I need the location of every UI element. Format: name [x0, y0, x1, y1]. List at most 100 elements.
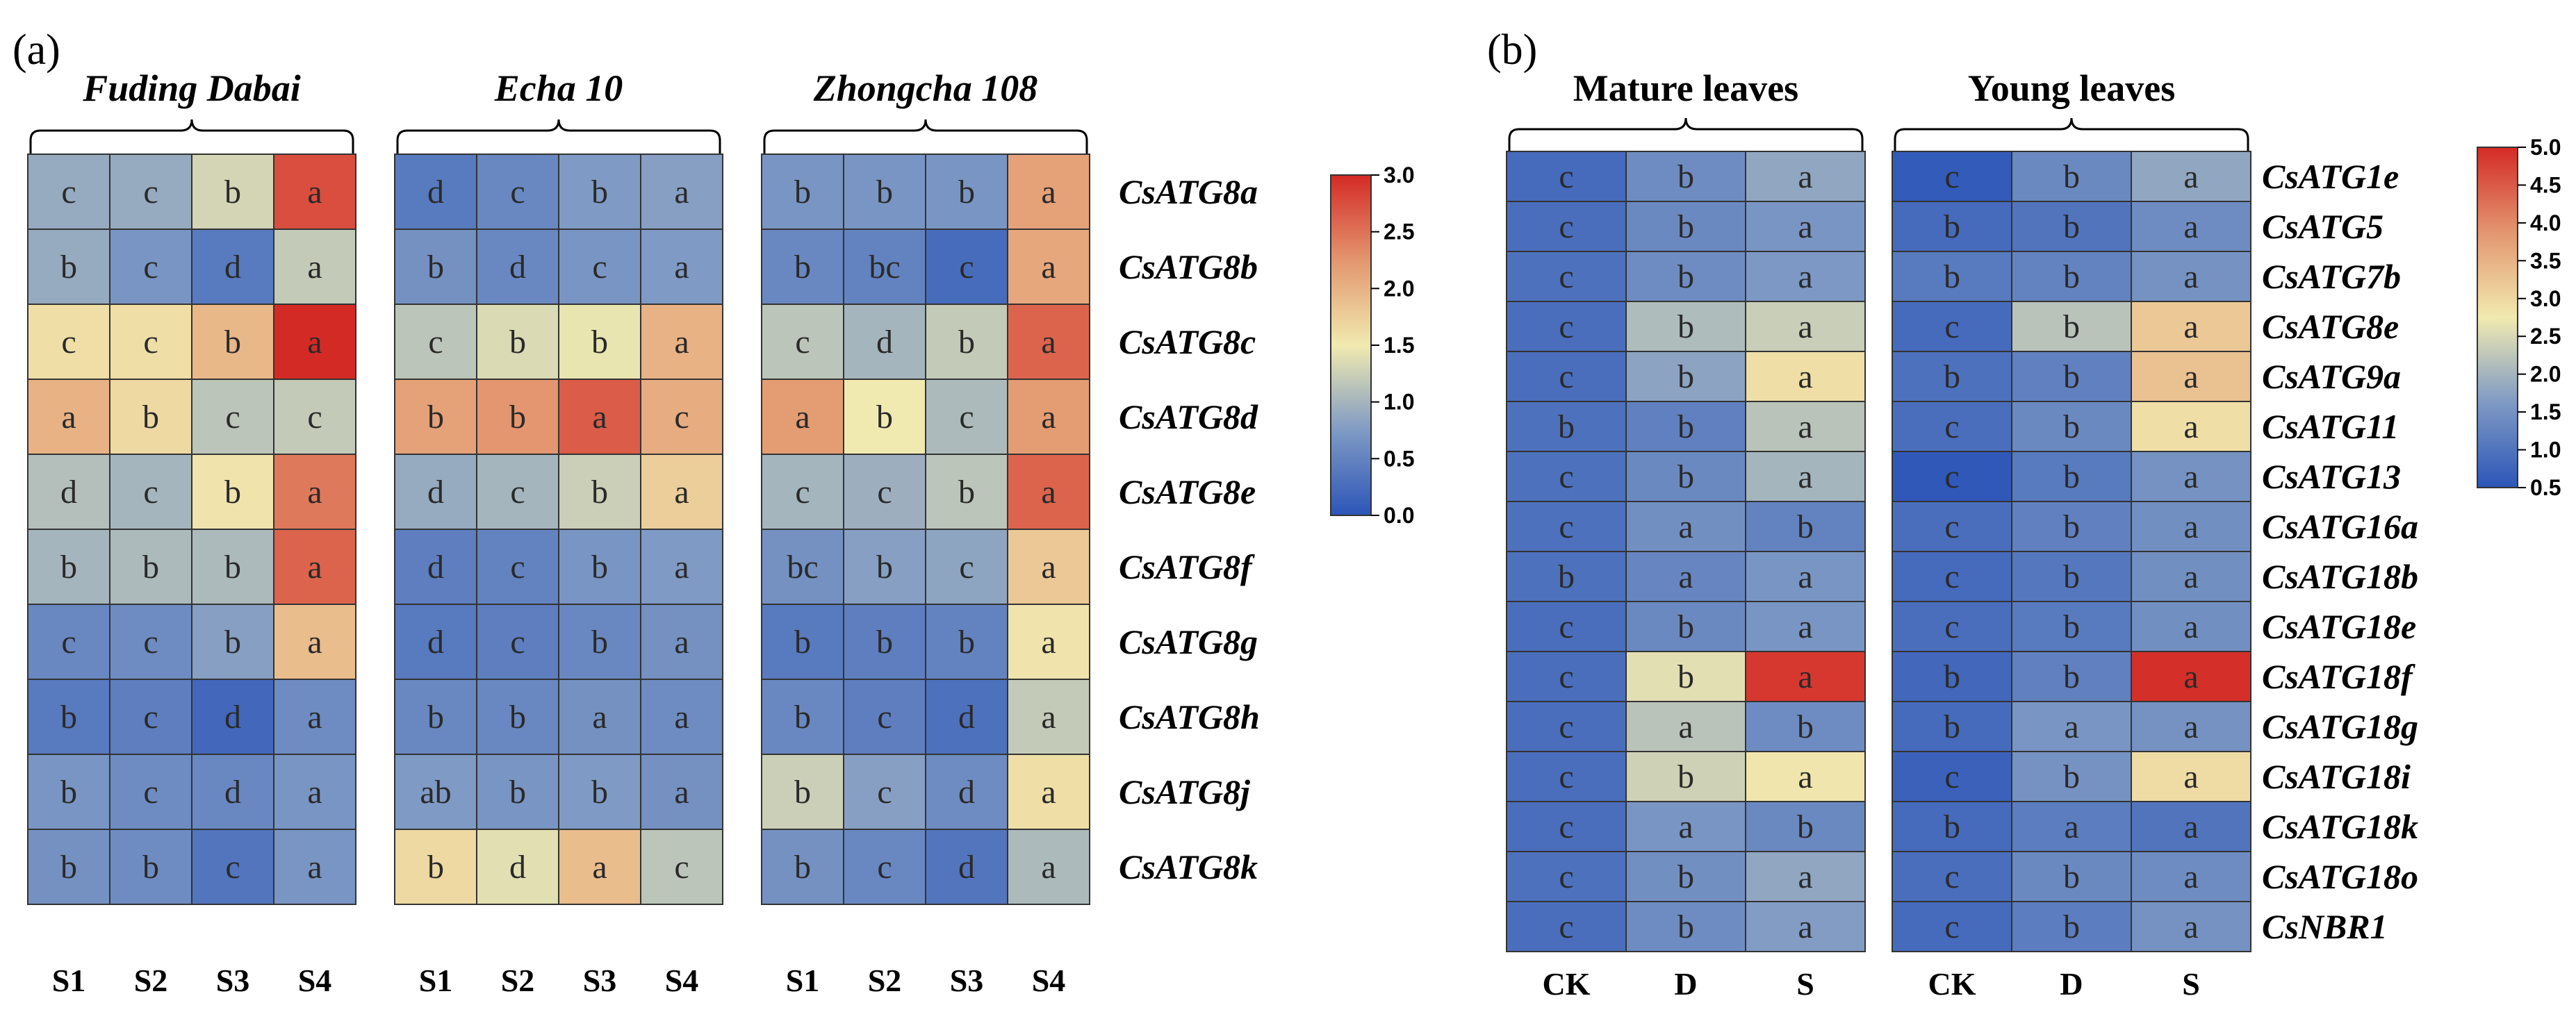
heatmap-cell [1506, 301, 1627, 352]
gene-label: CsATG18f [2262, 657, 2415, 696]
cell-significance-letter: a [307, 324, 322, 360]
colorbar-tick-label: 1.0 [2530, 438, 2561, 463]
cell-significance-letter: c [1944, 558, 1959, 595]
heatmap-cell [27, 679, 110, 755]
gene-label: CsATG8f [1119, 547, 1255, 586]
cell-significance-letter: a [1798, 858, 1812, 895]
heatmap-cell [640, 829, 723, 905]
cell-significance-letter: b [142, 849, 159, 886]
heatmap-cell [394, 679, 477, 755]
cell-significance-letter: b [2063, 158, 2080, 195]
heatmap-cell [640, 229, 723, 305]
cell-significance-letter: c [143, 474, 158, 511]
cell-significance-letter: b [224, 324, 241, 360]
heatmap-cell [1007, 829, 1090, 905]
cell-significance-letter: b [509, 324, 526, 360]
cell-significance-letter: c [143, 699, 158, 736]
cell-significance-letter: a [1041, 774, 1056, 811]
heatmap-cell [1745, 351, 1866, 402]
heatmap-cell [558, 229, 641, 305]
cell-significance-letter: b [1944, 808, 1960, 845]
heatmap-cell [1745, 751, 1866, 802]
cell-significance-letter: b [1677, 758, 1694, 795]
cell-significance-letter: b [591, 624, 608, 661]
colorbar-tick-label: 4.5 [2530, 172, 2561, 197]
cell-significance-letter: a [1798, 158, 1812, 195]
group-bracket [763, 119, 1088, 154]
heatmap-cell [558, 454, 641, 530]
cell-significance-letter: c [1559, 858, 1573, 895]
heatmap-cell [2131, 451, 2251, 502]
cell-significance-letter: d [224, 699, 241, 736]
group-title: Young leaves [1968, 67, 2176, 109]
heatmap-cell [1007, 379, 1090, 455]
heatmap-cell [843, 679, 926, 755]
heatmap-cell [640, 529, 723, 605]
gene-label: CsATG1e [2262, 157, 2399, 196]
gene-label: CsATG18i [2262, 757, 2411, 796]
heatmap-cell [394, 304, 477, 380]
heatmap-cell [1745, 601, 1866, 652]
cell-significance-letter: bc [787, 549, 818, 586]
colorbar-tick-label: 0.5 [2530, 475, 2561, 500]
heatmap-cell [2131, 401, 2251, 452]
heatmap-cell [1892, 251, 2012, 302]
cell-significance-letter: c [1559, 258, 1573, 295]
cell-significance-letter: d [427, 474, 444, 511]
cell-significance-letter: b [60, 699, 77, 736]
heatmap-cell [1745, 501, 1866, 552]
cell-significance-letter: b [1944, 208, 1960, 245]
cell-significance-letter: b [224, 174, 241, 210]
cell-significance-letter: b [958, 324, 975, 360]
cell-significance-letter: b [2063, 658, 2080, 695]
heatmap-cell [2131, 151, 2251, 202]
heatmap-cell [273, 529, 356, 605]
cell-significance-letter: c [307, 399, 322, 436]
cell-significance-letter: c [510, 474, 525, 511]
group-title: Zhongcha 108 [813, 67, 1038, 109]
cell-significance-letter: d [60, 474, 77, 511]
cell-significance-letter: a [1678, 708, 1693, 745]
cell-significance-letter: a [1041, 324, 1056, 360]
cell-significance-letter: c [877, 774, 892, 811]
heatmap-cell [191, 604, 274, 680]
cell-significance-letter: a [1041, 399, 1056, 436]
x-tick-label: CK [1928, 966, 1976, 1002]
cell-significance-letter: b [1797, 808, 1814, 845]
heatmap-cell [761, 454, 844, 530]
heatmap-cell [1625, 801, 1746, 852]
colorbar-tick-label: 3.0 [1384, 163, 1414, 188]
heatmap-cell [191, 154, 274, 230]
heatmap-cell [476, 229, 559, 305]
gene-label: CsATG8b [1119, 247, 1258, 286]
cell-significance-letter: a [1798, 758, 1812, 795]
cell-significance-letter: c [143, 174, 158, 210]
cell-significance-letter: a [1041, 474, 1056, 511]
cell-significance-letter: b [427, 699, 444, 736]
heatmap-cell [1625, 851, 1746, 902]
heatmap-cell [273, 754, 356, 830]
cell-significance-letter: d [876, 324, 893, 360]
cell-significance-letter: b [2063, 858, 2080, 895]
cell-significance-letter: d [427, 549, 444, 586]
heatmap-cell [1506, 901, 1627, 952]
heatmap-cell [273, 454, 356, 530]
heatmap-cell [1892, 301, 2012, 352]
cell-significance-letter: c [1559, 208, 1573, 245]
cell-significance-letter: a [1041, 549, 1056, 586]
heatmap-cell [109, 229, 192, 305]
heatmap-cell [761, 229, 844, 305]
cell-significance-letter: c [795, 474, 810, 511]
cell-significance-letter: a [307, 699, 322, 736]
cell-significance-letter: a [61, 399, 76, 436]
cell-significance-letter: b [794, 849, 811, 886]
heatmap-cell [2131, 701, 2251, 752]
group-bracket [396, 119, 721, 154]
heatmap-cell [1745, 151, 1866, 202]
heatmap-cell [2131, 901, 2251, 952]
a-group-1: Echa 10d c b ab d c ac b b ab b a cd c b ad c b ad c b ab b a aa… [394, 67, 723, 998]
cell-significance-letter: b [1944, 258, 1960, 295]
heatmap-cell [476, 154, 559, 230]
heatmap-cell [2011, 551, 2132, 602]
